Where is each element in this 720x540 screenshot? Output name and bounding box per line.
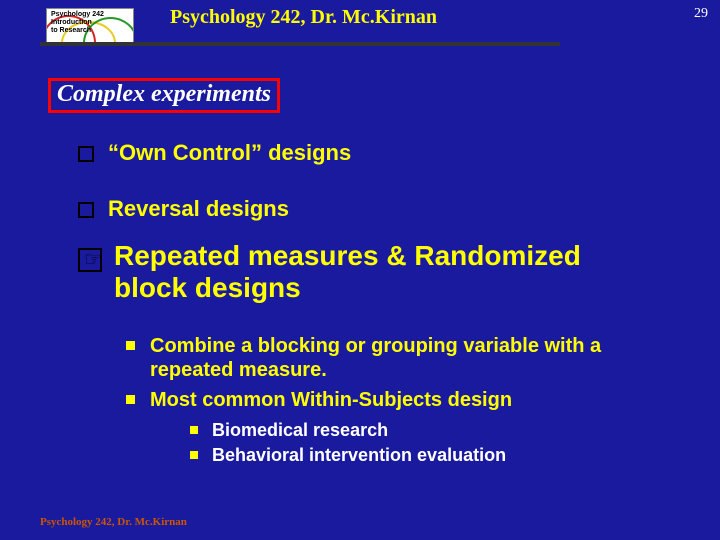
bullet-text: Repeated measures & Randomized block des… [114,240,658,304]
logo-line3: to Research [51,27,91,34]
section-title: Complex experiments [48,78,280,113]
slide: 29 Psychology 242 Introduction to Resear… [0,0,720,540]
course-logo: Psychology 242 Introduction to Research [46,8,134,44]
logo-line2: Introduction [51,19,92,26]
bullet-own-control: “Own Control” designs [78,140,351,166]
subsub-behavioral: Behavioral intervention evaluation [190,445,650,466]
logo-text: Psychology 242 Introduction to Research [51,11,129,35]
bullet-reversal: Reversal designs [78,196,289,222]
checkbox-icon [78,146,94,162]
subsub-bullet-list: Biomedical research Behavioral intervent… [190,420,650,470]
logo-line1: Psychology 242 [51,11,104,18]
sub-bullet-common: Most common Within-Subjects design [126,388,666,412]
pointing-hand-icon: ☞ [84,247,102,272]
checkbox-icon [78,202,94,218]
subsub-biomedical: Biomedical research [190,420,650,441]
bullet-text: “Own Control” designs [108,140,351,165]
footer-text: Psychology 242, Dr. Mc.Kirnan [40,516,187,528]
page-number: 29 [694,6,708,22]
bullet-text: Reversal designs [108,196,289,221]
sub-bullet-list: Combine a blocking or grouping variable … [126,334,666,418]
bullet-repeated-measures: ☞ Repeated measures & Randomized block d… [78,240,658,304]
title-underline [40,42,560,46]
header-title: Psychology 242, Dr. Mc.Kirnan [170,6,437,29]
sub-bullet-combine: Combine a blocking or grouping variable … [126,334,666,382]
